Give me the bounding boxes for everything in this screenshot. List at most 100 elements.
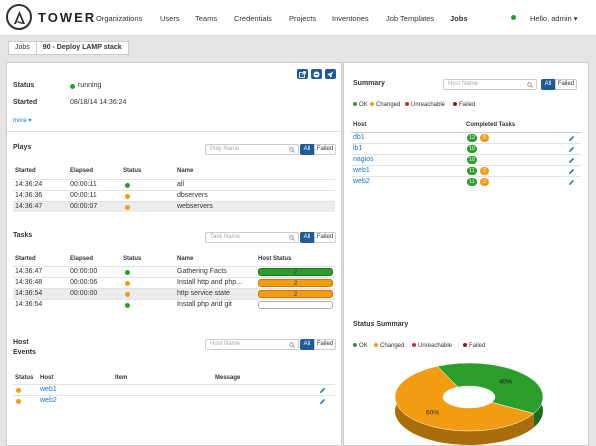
changed-legend-icon [374,343,378,348]
host-status-bar: 2 [258,290,333,298]
status-summary-title: Status Summary [353,321,409,328]
host-status-bar [258,301,333,309]
status-value: running [78,82,102,89]
summary-header-completed: Completed Tasks [466,122,516,128]
brand-name[interactable]: TOWER [38,10,97,25]
play-search-placeholder: Play Name [210,146,240,152]
nav-teams[interactable]: Teams [195,14,218,23]
host-event-row[interactable]: web2 [13,395,335,406]
summary-host-search-input[interactable]: Host Name [443,79,537,90]
nav-organizations[interactable]: Organizations [96,14,143,23]
plays-all-button[interactable]: All [300,144,314,155]
ok-legend-icon [353,102,357,107]
chevron-down-icon: ▾ [28,118,32,124]
donut-label-ok: 40% [499,379,512,386]
nav-job-templates[interactable]: Job Templates [386,14,435,23]
summary-host-row[interactable]: lb1 10 [351,143,581,154]
task-name: Gathering Facts [177,268,227,275]
caret-down-icon: ▾ [573,14,578,23]
changed-count-badge: 2 [480,167,489,175]
play-search-input[interactable]: Play Name [205,144,299,155]
search-icon [527,82,533,88]
host-event-row[interactable]: web1 [13,384,335,395]
summary-host-row[interactable]: db1 12 5 [351,132,581,143]
more-link[interactable]: more ▾ [13,117,31,124]
legend-failed-label: Failed [459,102,476,108]
task-row[interactable]: 14:36:54 Install php and git [13,299,335,310]
running-status-icon [70,84,75,89]
legend-failed: Failed [453,102,475,108]
plays-failed-button[interactable]: Failed [314,144,336,155]
task-elapsed: 00:00:00 [70,290,98,297]
host-events-failed-button[interactable]: Failed [314,339,336,350]
host-event-status-icon [16,399,21,404]
host-event-status-icon [16,388,21,393]
summary-host-link[interactable]: web1 [353,167,370,174]
status-legend-failed-label: Failed [469,343,486,349]
nav-inventories[interactable]: Inventories [332,14,369,23]
edit-pencil-icon[interactable] [568,168,575,175]
play-row[interactable]: 14:36:36 00:00:11 dbservers [13,190,335,201]
tasks-all-button[interactable]: All [300,232,314,243]
nav-credentials[interactable]: Credentials [234,14,272,23]
legend-ok-label: OK [359,102,368,108]
nav-jobs[interactable]: Jobs [450,14,468,23]
breadcrumb: Jobs 90 - Deploy LAMP stack [8,41,129,55]
donut-slice-ok[interactable] [436,362,544,414]
summary-failed-button[interactable]: Failed [555,79,577,90]
tasks-header-status: Status [123,256,142,262]
play-started: 14:36:24 [15,181,43,188]
host-event-search-input[interactable]: Host Name [205,339,299,350]
tower-logo-icon[interactable] [6,4,32,30]
summary-host-row[interactable]: web1 11 2 [351,165,581,176]
summary-host-link[interactable]: db1 [353,134,365,141]
status-legend-failed: Failed [463,343,485,349]
nav-projects[interactable]: Projects [289,14,317,23]
host-event-host-link[interactable]: web2 [40,397,57,404]
relaunch-icon[interactable] [297,69,308,79]
task-name: http service state [177,290,230,297]
failed-legend-icon [463,343,467,348]
tasks-header-elapsed: Elapsed [70,256,94,262]
tasks-failed-button[interactable]: Failed [314,232,336,243]
edit-pencil-icon[interactable] [568,135,575,142]
host-events-all-button[interactable]: All [300,339,314,350]
ok-legend-icon [353,343,357,348]
edit-pencil-icon[interactable] [568,146,575,153]
play-elapsed: 00:00:11 [70,192,97,199]
summary-host-link[interactable]: web2 [353,178,370,185]
breadcrumb-current: 90 - Deploy LAMP stack [36,41,129,55]
play-status-icon [125,205,130,210]
cancel-icon[interactable] [311,69,322,79]
summary-host-row[interactable]: web2 11 2 [351,176,581,187]
host-events-header-message: Message [215,375,241,381]
task-status-icon [125,292,130,297]
edit-pencil-icon[interactable] [568,157,575,164]
host-event-host-link[interactable]: web1 [40,386,57,393]
breadcrumb-jobs[interactable]: Jobs [8,41,37,55]
play-row[interactable]: 14:36:47 00:00:07 webservers [13,201,335,212]
nav-users[interactable]: Users [160,14,180,23]
task-row[interactable]: 14:36:47 00:00:00 Gathering Facts 2 [13,266,335,277]
summary-host-link[interactable]: nagios [353,156,374,163]
edit-pencil-icon[interactable] [319,398,326,405]
summary-host-link[interactable]: lb1 [353,145,363,152]
summary-all-button[interactable]: All [541,79,555,90]
task-search-input[interactable]: Task Name [205,232,299,243]
edit-pencil-icon[interactable] [568,179,575,186]
section-divider [7,131,341,132]
task-row[interactable]: 14:36:48 00:00:06 Install http and php..… [13,277,335,288]
task-status-icon [125,281,130,286]
summary-host-row[interactable]: nagios 10 [351,154,581,165]
user-menu[interactable]: Hello, admin ▾ [530,14,578,23]
unreachable-legend-icon [405,102,409,107]
host-status-bar: 2 [258,279,333,287]
task-row[interactable]: 14:36:54 00:00:00 http service state 2 [13,288,335,299]
launch-rocket-icon[interactable] [325,69,336,79]
plays-header-name: Name [177,168,194,174]
ok-count-badge: 11 [467,167,477,175]
top-navbar: TOWER Organizations Users Teams Credenti… [0,0,596,36]
play-row[interactable]: 14:36:24 00:00:11 all [13,179,335,190]
status-legend-unreachable: Unreachable [412,343,452,349]
edit-pencil-icon[interactable] [319,387,326,394]
